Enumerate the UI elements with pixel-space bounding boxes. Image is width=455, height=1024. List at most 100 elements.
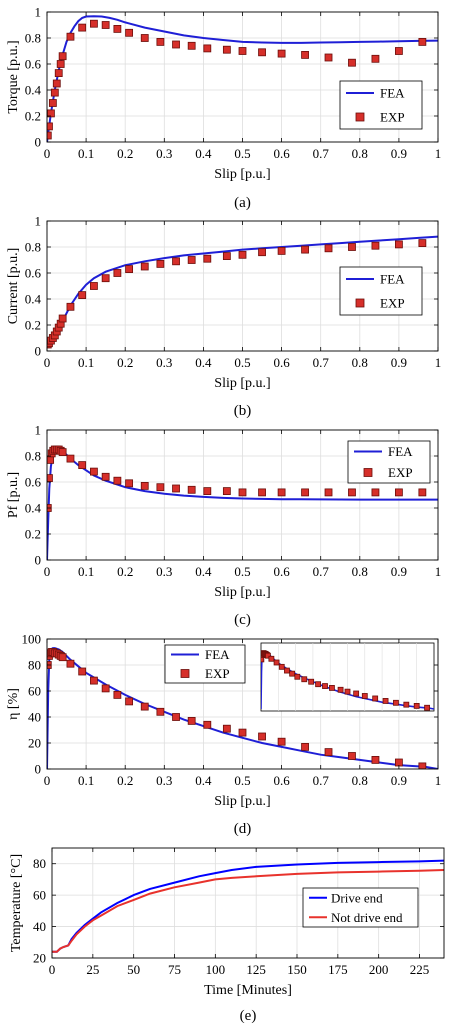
series-group (47, 235, 438, 349)
y-axis-label: Current [p.u.] (6, 248, 21, 325)
x-tick-label: 0.2 (117, 564, 133, 579)
exp-point (47, 122, 53, 131)
series-group (52, 859, 444, 953)
exp-point (125, 265, 134, 274)
x-tick-label: 150 (287, 962, 307, 977)
exp-point (101, 684, 110, 693)
exp-point (113, 691, 122, 699)
exp-point (222, 487, 231, 496)
exp-point (324, 53, 333, 62)
exp-point (56, 60, 65, 68)
exp-point (90, 467, 98, 476)
exp-point (371, 756, 380, 764)
exp-point (187, 717, 196, 725)
exp-point (394, 758, 403, 767)
exp-point (277, 49, 286, 58)
exp-point (238, 728, 247, 737)
inset-exp-point (265, 652, 271, 659)
x-tick-label: 0.5 (234, 355, 250, 370)
exp-point (78, 461, 87, 470)
exp-point (140, 34, 149, 42)
inset-exp-point (382, 698, 389, 704)
series-group (47, 15, 438, 142)
series-line-not-drive-end (52, 869, 444, 953)
exp-point (101, 274, 110, 283)
exp-point (101, 21, 110, 29)
y-tick-label: 80 (33, 856, 46, 871)
exp-point (125, 479, 134, 488)
x-tick-label: 0.7 (313, 564, 330, 579)
y-tick-label: 1 (35, 5, 42, 20)
x-tick-label: 0.7 (313, 355, 330, 370)
exp-point (90, 19, 98, 28)
exp-point (156, 483, 165, 492)
exp-point (101, 472, 110, 481)
legend-label: FEA (380, 272, 405, 287)
y-tick-label: 20 (28, 736, 41, 751)
exp-point (187, 485, 196, 494)
legend-label: EXP (380, 296, 405, 311)
exp-point (90, 676, 98, 685)
inset-exp-point (268, 655, 275, 662)
exp-point (222, 252, 231, 261)
exp-point (125, 697, 134, 706)
inset-exp-point (353, 690, 360, 697)
x-tick-label: 0.1 (78, 773, 94, 788)
exp-point (324, 244, 333, 253)
y-tick-label: 0.8 (25, 449, 41, 464)
exp-point (394, 240, 403, 249)
inset-exp-point (344, 688, 351, 695)
y-tick-label: 40 (33, 919, 46, 934)
x-tick-label: 0 (44, 355, 51, 370)
exp-point (258, 48, 266, 57)
exp-point (156, 38, 165, 46)
chart-e: 0 25 50 75 100 125 150 175 200 225 20 40 60 80 Time [M… (9, 847, 445, 1024)
y-tick-label: 0 (35, 135, 42, 150)
legend-label: FEA (205, 647, 230, 662)
y-tick-label: 100 (22, 632, 42, 647)
inset-exp-point (361, 693, 368, 699)
exp-point (47, 455, 55, 464)
series-line-fea (47, 647, 438, 769)
exp-point (90, 282, 98, 290)
exp-point (66, 454, 75, 463)
legend-box (347, 440, 431, 484)
exp-point (324, 488, 333, 497)
x-tick-label: 175 (328, 962, 348, 977)
x-tick-label: 0.2 (117, 773, 133, 788)
legend: FEA EXP (339, 80, 423, 130)
exp-point (301, 51, 309, 59)
x-tick-label: 0.3 (156, 564, 172, 579)
exp-point (238, 250, 247, 259)
legend-label: EXP (380, 110, 405, 125)
exp-point (78, 23, 87, 32)
exp-point (324, 748, 333, 756)
exp-point (140, 262, 149, 271)
x-tick-label: 0 (44, 773, 51, 788)
x-tick-label: 225 (410, 962, 430, 977)
y-tick-label: 0.4 (25, 83, 42, 98)
exp-point (58, 653, 67, 662)
exp-point (172, 257, 180, 266)
panel-caption: (d) (234, 821, 252, 837)
y-tick-label: 1 (35, 423, 42, 438)
x-tick-label: 0.1 (78, 564, 94, 579)
x-tick-label: 0.9 (391, 355, 407, 370)
x-tick-label: 0.8 (352, 773, 368, 788)
inset-exp-point (329, 685, 335, 691)
panel-caption: (e) (240, 1008, 257, 1024)
exp-point (222, 724, 231, 733)
exp-point (371, 54, 380, 63)
inset-exp-point (424, 704, 430, 711)
exp-point (238, 47, 247, 55)
inset-exp-point (289, 670, 296, 677)
x-tick-label: 0.1 (78, 355, 94, 370)
exp-point (54, 69, 63, 77)
exp-point (301, 488, 309, 497)
x-tick-label: 0.3 (156, 355, 172, 370)
exp-point (277, 737, 286, 746)
x-tick-label: 0.2 (117, 355, 133, 370)
y-axis-label: Pf [p.u.] (6, 472, 21, 518)
exp-point (203, 487, 212, 496)
